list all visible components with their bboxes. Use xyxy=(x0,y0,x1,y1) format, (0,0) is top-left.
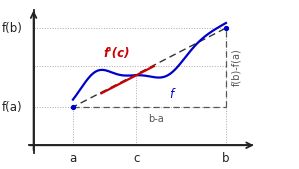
Text: b-a: b-a xyxy=(148,114,164,124)
Text: b: b xyxy=(222,152,230,165)
Text: f(a): f(a) xyxy=(2,101,23,114)
Text: a: a xyxy=(69,152,77,165)
Text: f(b)-f(a): f(b)-f(a) xyxy=(231,49,241,86)
Text: c: c xyxy=(133,152,140,165)
Text: f(b): f(b) xyxy=(2,21,23,34)
Text: f: f xyxy=(169,88,173,101)
Text: f'(c): f'(c) xyxy=(103,47,130,60)
